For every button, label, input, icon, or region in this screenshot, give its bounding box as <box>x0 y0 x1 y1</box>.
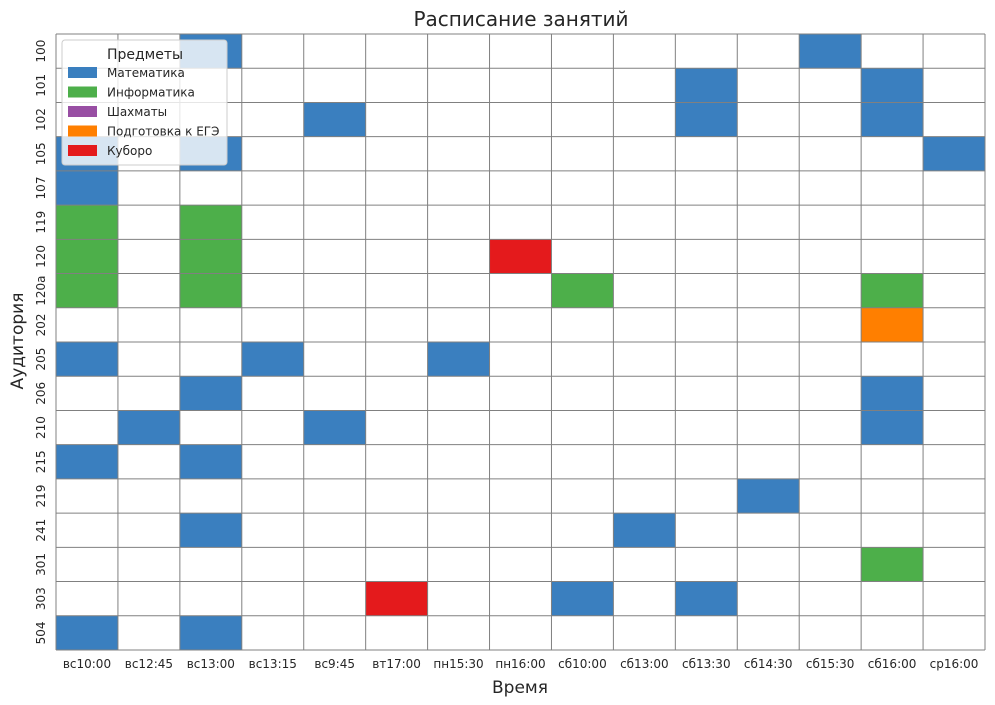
y-tick-label: 241 <box>34 519 48 542</box>
heatmap-cell <box>799 34 862 69</box>
x-tick-label: вт17:00 <box>372 657 421 671</box>
heatmap-cell <box>861 68 924 103</box>
y-tick-label: 102 <box>34 108 48 131</box>
y-tick-label: 205 <box>34 348 48 371</box>
y-tick-label: 303 <box>34 587 48 610</box>
x-tick-label: сб13:00 <box>620 657 669 671</box>
legend: Предметы Математика Информатика Шахматы Под… <box>61 39 228 166</box>
y-tick-label: 210 <box>34 416 48 439</box>
heatmap-cell <box>861 376 924 411</box>
y-axis-label: Аудитория <box>8 293 28 390</box>
x-tick-label: вс13:00 <box>187 657 235 671</box>
x-tick-label: ср16:00 <box>930 657 979 671</box>
x-tick-label: вс10:00 <box>63 657 111 671</box>
heatmap-cell <box>489 239 552 274</box>
heatmap-cell <box>179 376 242 411</box>
x-tick-label: сб13:30 <box>682 657 731 671</box>
legend-item-label: Информатика <box>107 86 195 100</box>
heatmap-cell <box>427 342 490 377</box>
y-tick-label: 301 <box>34 553 48 576</box>
heatmap-cell <box>303 410 366 445</box>
y-tick-label: 120 <box>34 245 48 268</box>
heatmap-cell <box>56 444 118 479</box>
heatmap-cell <box>179 444 242 479</box>
legend-swatch <box>68 145 97 156</box>
x-tick-label: пн15:30 <box>433 657 483 671</box>
heatmap-cell <box>56 239 118 274</box>
heatmap-cell <box>303 102 366 137</box>
heatmap-cell <box>56 342 118 377</box>
heatmap-cell <box>179 615 242 650</box>
y-tick-label: 100 <box>34 40 48 63</box>
chart-title: Расписание занятий <box>413 7 628 31</box>
heatmap-grid <box>55 33 986 651</box>
y-tick-label: 107 <box>34 177 48 200</box>
y-tick-label: 202 <box>34 313 48 336</box>
legend-item-label: Шахматы <box>107 105 167 119</box>
y-tick-label: 504 <box>34 621 48 644</box>
legend-item-label: Математика <box>107 66 185 80</box>
y-tick-label: 105 <box>34 142 48 165</box>
heatmap-cell <box>117 410 180 445</box>
y-tick-label: 206 <box>34 382 48 405</box>
y-tick-label: 215 <box>34 450 48 473</box>
heatmap-cell <box>179 513 242 548</box>
heatmap-cell <box>551 581 614 616</box>
heatmap-cell <box>241 342 304 377</box>
heatmap-cell <box>179 239 242 274</box>
x-tick-label: сб14:30 <box>744 657 793 671</box>
heatmap-cell <box>56 615 118 650</box>
heatmap-cell <box>861 410 924 445</box>
heatmap-cell <box>365 581 428 616</box>
legend-frame <box>61 39 228 166</box>
heatmap-cell <box>613 513 676 548</box>
heatmap-cell <box>861 273 924 308</box>
legend-swatch <box>68 67 97 78</box>
heatmap-cell <box>675 581 738 616</box>
legend-item-label: Подготовка к ЕГЭ <box>107 125 219 139</box>
x-tick-labels: вс10:00 вс12:45 вс13:00 вс13:15 вс9:45 вт17:0… <box>63 657 979 671</box>
heatmap-cell <box>56 205 118 240</box>
y-tick-label: 119 <box>34 211 48 234</box>
heatmap-cell <box>923 136 985 171</box>
heatmap-cell <box>56 273 118 308</box>
heatmap-cell <box>861 307 924 342</box>
x-tick-label: сб10:00 <box>558 657 607 671</box>
heatmap-cell <box>551 273 614 308</box>
legend-item-label: Куборо <box>107 144 152 158</box>
x-tick-label: вс9:45 <box>314 657 355 671</box>
heatmap-cell <box>56 170 118 206</box>
x-tick-label: пн16:00 <box>495 657 545 671</box>
heatmap-cell <box>861 547 924 582</box>
heatmap-cell <box>861 102 924 137</box>
x-tick-label: сб16:00 <box>868 657 917 671</box>
legend-title: Предметы <box>107 47 183 63</box>
heatmap-cell <box>675 68 738 103</box>
heatmap-cell <box>179 273 242 308</box>
heatmap-cell <box>737 478 800 514</box>
legend-swatch <box>68 86 97 98</box>
x-tick-label: вс12:45 <box>125 657 173 671</box>
legend-swatch <box>68 106 97 117</box>
x-tick-label: сб15:30 <box>806 657 855 671</box>
x-axis-label: Время <box>492 678 548 698</box>
heatmap-cell <box>675 102 738 137</box>
heatmap-cell <box>179 205 242 240</box>
y-tick-label: 101 <box>34 74 48 97</box>
x-tick-label: вс13:15 <box>249 657 297 671</box>
y-tick-label: 219 <box>34 485 48 508</box>
legend-swatch <box>68 125 97 137</box>
y-tick-labels: 100 101 102 105 107 119 120 120a 202 205 206 210 215… <box>34 40 48 645</box>
y-tick-label: 120a <box>34 276 48 306</box>
